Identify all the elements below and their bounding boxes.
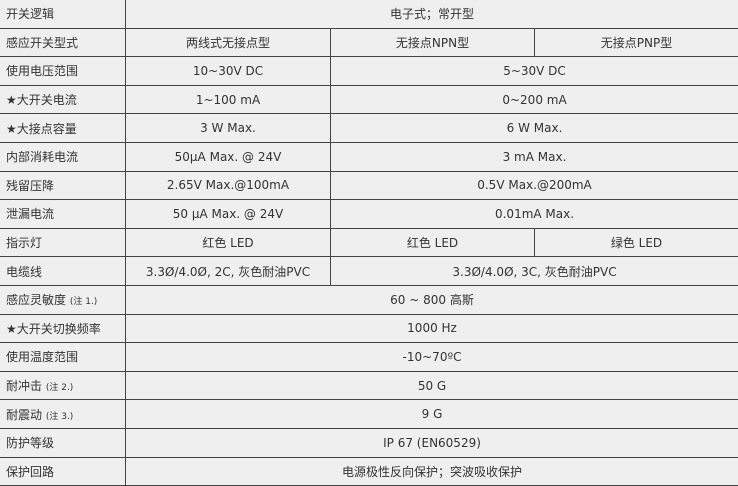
spec-value: 50 μA Max. @ 24V — [125, 199, 331, 229]
table-row: 残留压降 2.65V Max.@100mA 0.5V Max.@200mA — [0, 170, 738, 201]
spec-value: IP 67 (EN60529) — [124, 427, 738, 458]
spec-value: 红色 LED — [330, 227, 535, 258]
row-label: ★大开关切换频率 — [0, 313, 126, 344]
table-row: 保护回路 电源极性反向保护；突波吸收保护 — [0, 456, 738, 486]
table-row: ★大开关切换频率 1000 Hz — [0, 313, 738, 344]
spec-value: 1~100 mA — [125, 84, 331, 115]
row-label-text: ★大开关电流 — [6, 93, 77, 108]
row-label: 防护等级 — [0, 427, 126, 458]
table-row: 使用温度范围 -10~70ºC — [0, 342, 738, 372]
row-label: 指示灯 — [0, 227, 126, 258]
row-label: 耐震动 (注 3.) — [0, 399, 126, 429]
table-row: ★大接点容量 3 W Max. 6 W Max. — [0, 113, 738, 143]
spec-value: 10~30V DC — [125, 56, 331, 86]
row-label: 开关逻辑 — [0, 0, 126, 29]
row-label: 感应灵敏度 (注 1.) — [0, 284, 126, 315]
spec-value: 6 W Max. — [329, 113, 738, 143]
spec-value: 无接点PNP型 — [533, 27, 738, 58]
table-row: 耐震动 (注 3.) 9 G — [0, 399, 738, 429]
table-row: ★大开关电流 1~100 mA 0~200 mA — [0, 84, 738, 115]
spec-value: 无接点NPN型 — [330, 27, 535, 58]
row-label: 残留压降 — [0, 170, 126, 201]
row-label: 电缆线 — [0, 256, 126, 286]
spec-value: 3.3Ø/4.0Ø, 2C, 灰色耐油PVC — [125, 256, 331, 286]
table-row: 电缆线 3.3Ø/4.0Ø, 2C, 灰色耐油PVC 3.3Ø/4.0Ø, 3C, … — [0, 256, 738, 286]
row-label-text: ★大接点容量 — [6, 121, 77, 136]
row-label-text: ★大开关切换频率 — [6, 321, 101, 336]
spec-value: 两线式无接点型 — [125, 27, 331, 58]
row-label: ★大开关电流 — [0, 84, 126, 115]
table-row: 使用电压范围 10~30V DC 5~30V DC — [0, 56, 738, 86]
spec-value: 3 W Max. — [125, 113, 331, 143]
row-note: (注 2.) — [45, 383, 74, 394]
row-label: 保护回路 — [0, 456, 126, 486]
spec-value: 0~200 mA — [329, 84, 738, 115]
table-row: 指示灯 红色 LED 红色 LED 绿色 LED — [0, 227, 738, 258]
spec-value: 50μA Max. @ 24V — [125, 141, 331, 172]
row-label-text: 泄漏电流 — [6, 207, 55, 222]
row-label-text: 电缆线 — [6, 264, 43, 279]
spec-value: 0.5V Max.@200mA — [329, 170, 738, 201]
spec-value: 电源极性反向保护；突波吸收保护 — [124, 456, 738, 486]
table-row: 开关逻辑 电子式；常开型 — [0, 0, 738, 29]
row-label: 耐冲击 (注 2.) — [0, 370, 126, 401]
spec-value: 0.01mA Max. — [329, 199, 738, 229]
spec-value: 电子式；常开型 — [124, 0, 738, 29]
table-row: 泄漏电流 50 μA Max. @ 24V 0.01mA Max. — [0, 199, 738, 229]
spec-value: 60 ~ 800 高斯 — [124, 284, 738, 315]
row-label-text: 开关逻辑 — [6, 7, 55, 22]
spec-value: 1000 Hz — [124, 313, 738, 344]
table-row: 防护等级 IP 67 (EN60529) — [0, 427, 738, 458]
row-label-text: 感应灵敏度 — [6, 293, 67, 308]
spec-value: 5~30V DC — [329, 56, 738, 86]
row-label: 使用温度范围 — [0, 342, 126, 372]
spec-value: 3 mA Max. — [329, 141, 738, 172]
row-label-text: 保护回路 — [6, 464, 55, 479]
spec-value: 9 G — [124, 399, 738, 429]
row-label: 内部消耗电流 — [0, 141, 126, 172]
row-note: (注 3.) — [45, 411, 74, 422]
row-label-text: 感应开关型式 — [6, 35, 79, 50]
table-row: 感应灵敏度 (注 1.) 60 ~ 800 高斯 — [0, 284, 738, 315]
spec-value: 3.3Ø/4.0Ø, 3C, 灰色耐油PVC — [329, 256, 738, 286]
row-label-text: 耐震动 — [6, 407, 43, 422]
table-row: 内部消耗电流 50μA Max. @ 24V 3 mA Max. — [0, 141, 738, 172]
row-label-text: 防护等级 — [6, 436, 55, 451]
row-label-text: 残留压降 — [6, 178, 55, 193]
row-note: (注 1.) — [69, 297, 98, 308]
row-label: 感应开关型式 — [0, 27, 126, 58]
spec-value: 50 G — [124, 370, 738, 401]
table-row: 耐冲击 (注 2.) 50 G — [0, 370, 738, 401]
table-row: 感应开关型式 两线式无接点型 无接点NPN型 无接点PNP型 — [0, 27, 738, 58]
row-label: 使用电压范围 — [0, 56, 126, 86]
row-label: ★大接点容量 — [0, 113, 126, 143]
row-label-text: 内部消耗电流 — [6, 150, 79, 165]
row-label-text: 指示灯 — [6, 236, 43, 251]
spec-value: -10~70ºC — [124, 342, 738, 372]
row-label-text: 耐冲击 — [6, 379, 43, 394]
row-label-text: 使用温度范围 — [6, 350, 79, 365]
spec-value: 绿色 LED — [533, 227, 738, 258]
row-label-text: 使用电压范围 — [6, 64, 79, 79]
spec-value: 2.65V Max.@100mA — [125, 170, 331, 201]
spec-value: 红色 LED — [125, 227, 331, 258]
row-label: 泄漏电流 — [0, 199, 126, 229]
